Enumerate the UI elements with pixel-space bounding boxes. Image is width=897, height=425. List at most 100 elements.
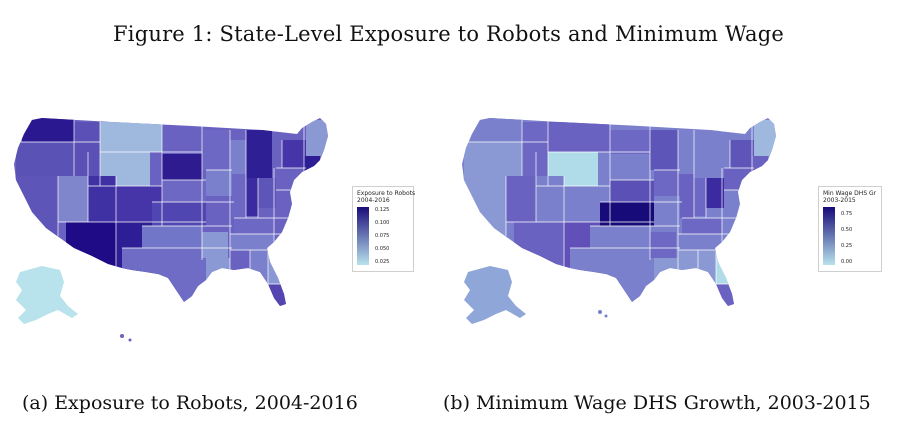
state-new-england xyxy=(304,156,320,180)
state-alabama xyxy=(250,250,268,286)
state-hawaii-island xyxy=(128,338,132,342)
state-indiana xyxy=(694,178,706,216)
state-virginia xyxy=(274,208,300,234)
legend-tick: 0.100 xyxy=(375,220,390,226)
state-california xyxy=(14,176,58,236)
state-indiana xyxy=(246,178,258,216)
legend-color-bar xyxy=(357,207,369,265)
state-arizona xyxy=(66,222,116,274)
legend-min-wage: Min Wage DHS Gr 2003-2015 0.75 0.50 0.25… xyxy=(818,186,882,272)
state-nevada xyxy=(506,176,536,222)
legend-tick: 0.25 xyxy=(841,243,853,249)
state-arizona xyxy=(514,222,564,274)
state-montana xyxy=(100,122,162,152)
legend-color-bar xyxy=(823,207,835,265)
state-north-dakota xyxy=(162,130,202,154)
legend-title-line-1: Min Wage DHS Gr xyxy=(823,190,877,197)
state-new-york xyxy=(282,140,306,168)
legend-tick: 0.125 xyxy=(375,207,390,213)
legend-title-line-2: 2004-2016 xyxy=(357,197,390,204)
figure-title: Figure 1: State-Level Exposure to Robots… xyxy=(113,22,784,46)
state-north-dakota xyxy=(610,130,650,154)
legend-title: Exposure to Robots 2004-2016 xyxy=(357,190,417,204)
state-oregon xyxy=(464,142,522,176)
state-montana xyxy=(548,122,610,152)
us-map-min-wage xyxy=(462,118,776,324)
state-pennsylvania xyxy=(724,168,752,190)
state-pennsylvania xyxy=(276,168,304,190)
legend-title-line-2: 2003-2015 xyxy=(823,197,856,204)
state-mississippi xyxy=(678,250,698,290)
state-hawaii xyxy=(598,310,602,314)
state-mississippi xyxy=(230,250,250,290)
state-kansas xyxy=(600,202,654,226)
state-alaska xyxy=(464,266,526,324)
caption-robots: (a) Exposure to Robots, 2004-2016 xyxy=(22,392,358,414)
state-virginia xyxy=(722,208,748,234)
state-kansas xyxy=(152,202,206,226)
state-iowa xyxy=(206,170,232,196)
legend-tick: 0.00 xyxy=(841,259,853,265)
state-georgia xyxy=(268,250,288,284)
map-panel-robots: Exposure to Robots 2004-2016 0.125 0.100… xyxy=(2,100,442,360)
state-utah xyxy=(88,176,116,222)
state-michigan xyxy=(694,130,720,178)
legend-tick: 0.025 xyxy=(375,259,390,265)
state-louisiana xyxy=(206,258,230,288)
state-nebraska xyxy=(162,180,206,202)
state-maine xyxy=(306,120,328,156)
state-tennessee xyxy=(678,234,722,250)
state-illinois xyxy=(232,174,246,218)
state-maine xyxy=(754,120,776,156)
legend-robots: Exposure to Robots 2004-2016 0.125 0.100… xyxy=(352,186,417,272)
state-washington xyxy=(22,118,74,142)
map-panel-min-wage: Min Wage DHS Gr 2003-2015 0.75 0.50 0.25… xyxy=(450,100,890,360)
state-arkansas xyxy=(650,232,676,258)
state-new-england xyxy=(752,156,768,180)
state-wisconsin xyxy=(678,140,698,174)
state-nebraska xyxy=(610,180,654,202)
legend-title-line-1: Exposure to Robots xyxy=(357,190,416,197)
state-minnesota xyxy=(202,130,230,170)
state-utah xyxy=(536,176,564,222)
state-hawaii-island xyxy=(604,314,608,318)
state-minnesota xyxy=(650,130,678,170)
state-wisconsin xyxy=(230,140,250,174)
state-ohio xyxy=(706,178,724,208)
state-carolinas xyxy=(722,234,746,250)
state-nevada xyxy=(58,176,88,222)
state-texas xyxy=(122,248,206,306)
legend-tick: 0.75 xyxy=(841,211,853,217)
state-oklahoma xyxy=(590,226,650,248)
state-washington xyxy=(470,118,522,142)
legend-tick: 0.075 xyxy=(375,233,390,239)
state-new-york xyxy=(730,140,754,168)
state-iowa xyxy=(654,170,680,196)
state-michigan xyxy=(246,130,272,178)
legend-title: Min Wage DHS Gr 2003-2015 xyxy=(823,190,883,204)
state-florida xyxy=(708,284,738,306)
state-florida xyxy=(260,284,290,306)
state-texas xyxy=(570,248,654,306)
state-ohio xyxy=(258,178,276,208)
state-arkansas xyxy=(202,232,228,258)
state-kentucky xyxy=(682,218,722,234)
state-idaho xyxy=(522,122,548,176)
legend-tick: 0.50 xyxy=(841,227,853,233)
state-carolinas xyxy=(274,234,298,250)
us-map-robots xyxy=(14,118,328,342)
caption-min-wage: (b) Minimum Wage DHS Growth, 2003-2015 xyxy=(443,392,871,414)
state-south-dakota xyxy=(162,154,202,180)
state-alaska xyxy=(16,266,78,324)
state-georgia xyxy=(716,250,736,284)
state-oregon xyxy=(16,142,74,176)
state-idaho xyxy=(74,122,100,176)
state-tennessee xyxy=(230,234,274,250)
state-california xyxy=(462,176,506,236)
state-louisiana xyxy=(654,258,678,288)
state-alabama xyxy=(698,250,716,286)
state-borders-b xyxy=(462,118,754,290)
state-kentucky xyxy=(234,218,274,234)
state-hawaii xyxy=(120,334,124,338)
state-oklahoma xyxy=(142,226,202,248)
